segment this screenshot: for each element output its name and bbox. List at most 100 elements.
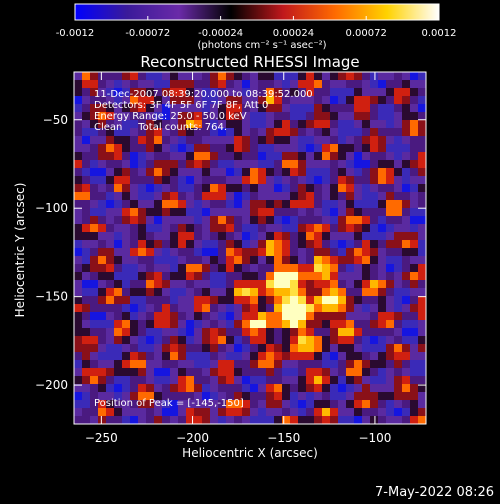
image-pixel (90, 128, 99, 137)
image-pixel (298, 336, 307, 345)
image-pixel (202, 400, 211, 409)
image-pixel (114, 208, 123, 217)
image-pixel (106, 272, 115, 281)
image-pixel (210, 264, 219, 273)
image-pixel (138, 192, 147, 201)
image-pixel (266, 184, 275, 193)
image-pixel (242, 72, 251, 81)
image-pixel (290, 240, 299, 249)
image-pixel (250, 216, 259, 225)
image-pixel (378, 208, 387, 217)
image-pixel (378, 312, 387, 321)
image-pixel (362, 416, 371, 424)
image-pixel (282, 96, 291, 105)
image-pixel (114, 408, 123, 417)
image-pixel (346, 128, 355, 137)
image-pixel (242, 120, 251, 129)
image-pixel (162, 112, 171, 121)
image-pixel (386, 392, 395, 401)
image-pixel (386, 336, 395, 345)
image-pixel (234, 304, 243, 313)
image-pixel (170, 208, 179, 217)
image-pixel (322, 360, 331, 369)
image-pixel (162, 344, 171, 353)
image-pixel (106, 240, 115, 249)
image-pixel (418, 248, 426, 257)
image-pixel (122, 304, 131, 313)
image-pixel (234, 152, 243, 161)
image-pixel (106, 136, 115, 145)
image-pixel (378, 176, 387, 185)
image-pixel (114, 400, 123, 409)
image-pixel (90, 280, 99, 289)
image-pixel (226, 416, 235, 424)
image-pixel (306, 392, 315, 401)
image-pixel (122, 208, 131, 217)
image-pixel (418, 96, 426, 105)
image-pixel (338, 192, 347, 201)
image-pixel (306, 208, 315, 217)
image-pixel (210, 200, 219, 209)
image-pixel (274, 208, 283, 217)
image-pixel (170, 184, 179, 193)
image-pixel (210, 184, 219, 193)
image-pixel (106, 144, 115, 153)
image-pixel (274, 104, 283, 113)
image-pixel (362, 184, 371, 193)
image-pixel (90, 344, 99, 353)
image-pixel (122, 120, 131, 129)
image-pixel (194, 88, 203, 97)
image-pixel (194, 208, 203, 217)
image-pixel (98, 128, 107, 137)
image-pixel (162, 336, 171, 345)
image-pixel (410, 80, 419, 89)
image-pixel (218, 256, 227, 265)
image-pixel (274, 408, 283, 417)
image-pixel (162, 248, 171, 257)
image-pixel (138, 128, 147, 137)
image-pixel (82, 272, 91, 281)
image-pixel (154, 176, 163, 185)
image-pixel (90, 296, 99, 305)
image-pixel (266, 144, 275, 153)
image-pixel (74, 224, 83, 233)
image-pixel (258, 256, 267, 265)
image-pixel (290, 112, 299, 121)
image-pixel (130, 272, 139, 281)
image-pixel (202, 240, 211, 249)
image-pixel (242, 240, 251, 249)
image-pixel (114, 264, 123, 273)
image-pixel (266, 160, 275, 169)
image-pixel (226, 136, 235, 145)
image-pixel (386, 240, 395, 249)
image-pixel (82, 280, 91, 289)
image-pixel (322, 208, 331, 217)
image-pixel (290, 336, 299, 345)
image-pixel (394, 376, 403, 385)
image-pixel (114, 240, 123, 249)
image-pixel (378, 112, 387, 121)
image-pixel (234, 384, 243, 393)
image-pixel (394, 408, 403, 417)
image-pixel (106, 128, 115, 137)
image-pixel (106, 360, 115, 369)
image-pixel (154, 144, 163, 153)
image-pixel (162, 104, 171, 113)
image-pixel (202, 416, 211, 424)
image-pixel (418, 408, 426, 417)
image-pixel (378, 288, 387, 297)
image-pixel (186, 376, 195, 385)
image-pixel (90, 360, 99, 369)
image-pixel (322, 96, 331, 105)
image-pixel (82, 88, 91, 97)
image-pixel (194, 272, 203, 281)
image-pixel (162, 256, 171, 265)
image-pixel (178, 296, 187, 305)
image-pixel (394, 128, 403, 137)
image-pixel (82, 232, 91, 241)
image-pixel (74, 296, 83, 305)
image-pixel (362, 272, 371, 281)
image-pixel (410, 392, 419, 401)
image-pixel (210, 240, 219, 249)
image-pixel (402, 360, 411, 369)
